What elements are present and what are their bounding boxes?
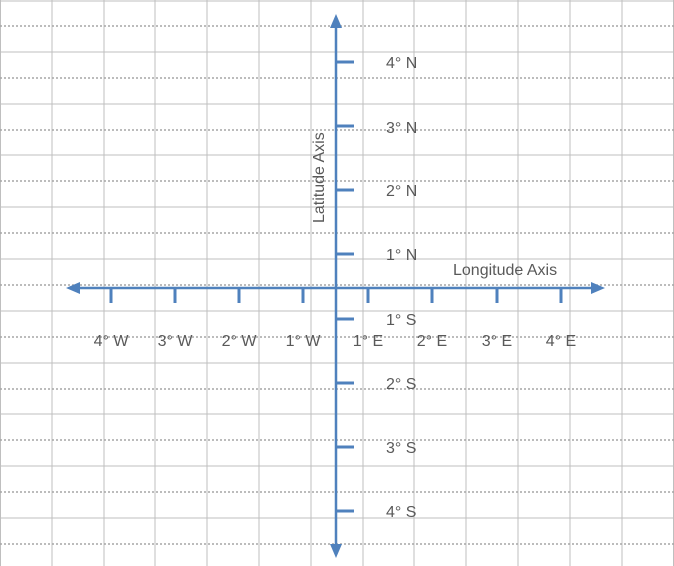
longitude-axis-left-arrow-icon	[66, 282, 80, 294]
y-tick-label: 3° N	[386, 120, 417, 137]
longitude-axis-title: Longitude Axis	[453, 262, 557, 279]
longitude-axis-right-arrow-icon	[591, 282, 605, 294]
x-tick-label: 3° W	[158, 333, 194, 350]
longitude-ticks	[109, 288, 563, 303]
y-tick-label: 1° S	[386, 312, 416, 329]
y-tick-label: 2° N	[386, 183, 417, 200]
x-tick-label: 3° E	[482, 333, 512, 350]
y-tick-label: 3° S	[386, 440, 416, 457]
latitude-axis-title: Latitude Axis	[311, 132, 328, 223]
longitude-tick-labels: 4° W 3° W 2° W 1° W 1° E 2° E 3° E 4° E	[94, 333, 577, 350]
latitude-ticks	[336, 60, 354, 513]
latitude-axis-top-arrow-icon	[330, 14, 342, 28]
latitude-tick-labels: 4° N 3° N 2° N 1° N 1° S 2° S 3° S 4° S	[386, 55, 417, 521]
y-tick-label: 2° S	[386, 376, 416, 393]
x-tick-label: 2° E	[417, 333, 447, 350]
x-tick-label: 1° E	[353, 333, 383, 350]
x-tick-label: 1° W	[286, 333, 322, 350]
x-tick-label: 2° W	[222, 333, 258, 350]
latitude-axis-bottom-arrow-icon	[330, 544, 342, 558]
x-tick-label: 4° W	[94, 333, 130, 350]
y-tick-label: 4° S	[386, 504, 416, 521]
y-tick-label: 4° N	[386, 55, 417, 72]
y-tick-label: 1° N	[386, 247, 417, 264]
x-tick-label: 4° E	[546, 333, 576, 350]
